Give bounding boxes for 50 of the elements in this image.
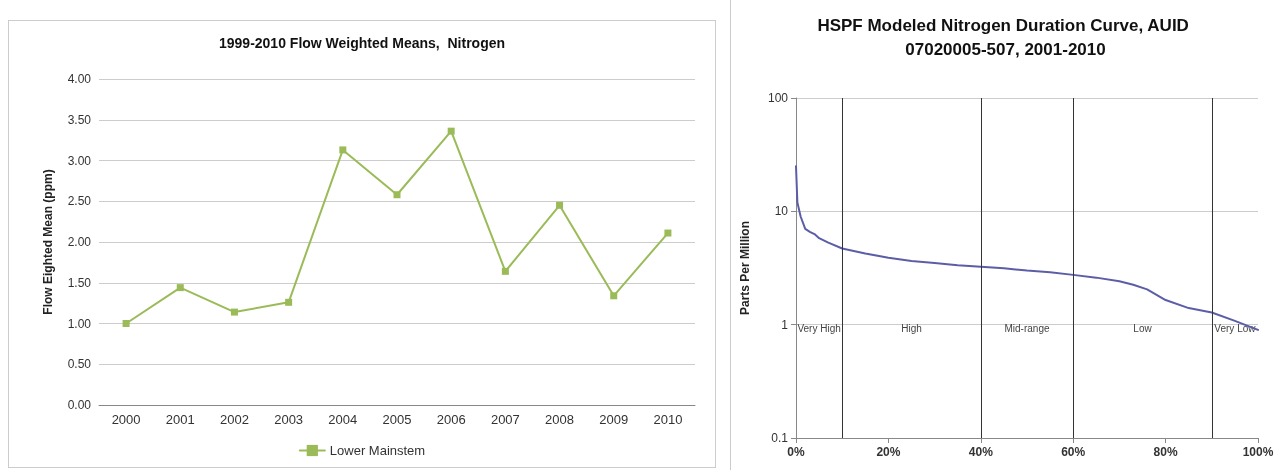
- y-tick-label: 1.50: [67, 275, 92, 290]
- point: [447, 127, 455, 135]
- point: [501, 267, 509, 275]
- point: [230, 308, 238, 316]
- x-tick-label: 2002: [219, 412, 249, 427]
- y-tick-label: 3.00: [67, 153, 92, 168]
- y-tick-label: 1: [781, 317, 789, 332]
- x-tick-label: 2008: [545, 412, 575, 427]
- point: [556, 201, 564, 209]
- y-tick-label: 0.1: [771, 431, 789, 445]
- point: [285, 298, 293, 306]
- y-tick-label: 100: [767, 91, 789, 105]
- x-tick-label: 2001: [165, 412, 195, 427]
- x-tick-label: 40%: [968, 445, 994, 459]
- x-tick-label: 0%: [787, 445, 805, 459]
- point: [339, 146, 347, 154]
- annotation: High: [901, 322, 922, 334]
- chart-title: 1999-2010 Flow Weighted Means, Nitrogen: [218, 35, 506, 51]
- point: [610, 292, 618, 300]
- point: [393, 191, 401, 199]
- chart-title: HSPF Modeled Nitrogen Duration Curve, AUID 07020005-507, 2001-2010: [817, 15, 1194, 59]
- legend-label: Lower Mainstem: [329, 443, 426, 458]
- y-tick-label: 0.00: [67, 398, 92, 412]
- x-tick-label: 2010: [653, 412, 683, 427]
- x-tick-label: 2006: [436, 412, 466, 427]
- point: [664, 229, 672, 237]
- x-tick-label: 2003: [274, 412, 304, 427]
- x-tick-label: 20%: [876, 445, 901, 459]
- y-axis-title: Flow Eighted Mean (ppm): [41, 169, 55, 315]
- y-axis-title: Parts Per Million: [738, 220, 752, 316]
- y-tick-label: 4.00: [67, 72, 92, 86]
- y-tick-label: 0.50: [67, 357, 92, 372]
- y-tick-label: 3.50: [67, 112, 92, 127]
- x-tick-label: 2009: [599, 412, 629, 427]
- annotation: Mid-range: [1004, 322, 1050, 334]
- point: [176, 284, 184, 292]
- x-tick-label: 2000: [111, 412, 141, 427]
- x-tick-label: 60%: [1061, 445, 1086, 459]
- y-tick-label: 10: [774, 204, 789, 219]
- x-tick-label: 100%: [1242, 445, 1274, 459]
- point: [122, 320, 130, 327]
- y-tick-label: 1.00: [67, 316, 92, 331]
- x-tick-label: 2004: [328, 412, 358, 427]
- annotation: Low: [1133, 322, 1153, 334]
- x-tick-label: 2007: [490, 412, 520, 427]
- annotation: Very High: [797, 322, 841, 334]
- x-tick-label: 80%: [1153, 445, 1178, 459]
- y-tick-label: 2.00: [67, 235, 92, 249]
- y-tick-label: 2.50: [67, 194, 92, 209]
- x-tick-label: 2005: [382, 412, 412, 427]
